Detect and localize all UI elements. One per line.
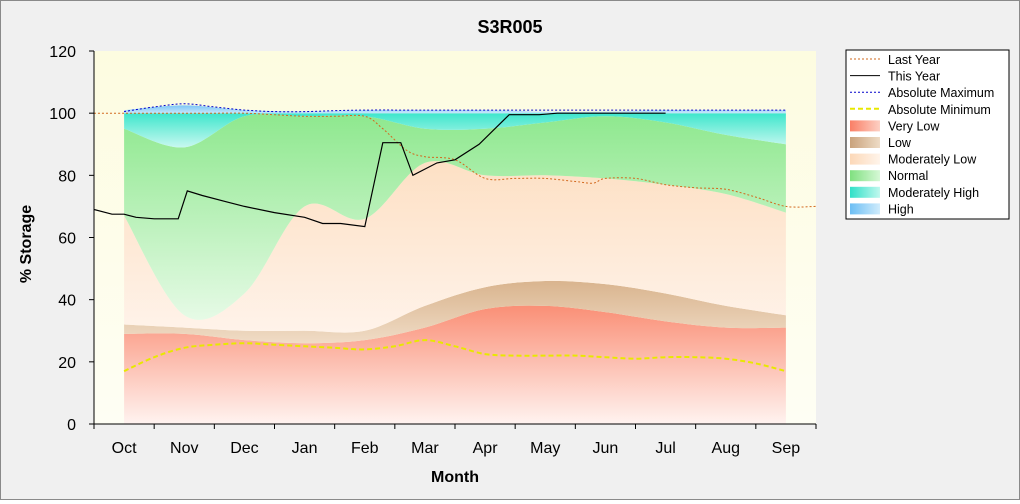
y-tick-label: 20: [58, 355, 76, 372]
legend-swatch-moderately-high: [850, 186, 880, 198]
legend-label-absolute-minimum: Absolute Minimum: [888, 103, 991, 117]
y-tick-label: 0: [67, 417, 76, 434]
x-tick-label: Oct: [112, 440, 137, 457]
x-tick-label: Jul: [655, 440, 675, 457]
series-absolute-maximum: [124, 103, 786, 113]
legend-label-this-year: This Year: [888, 70, 940, 84]
x-axis-label: Month: [431, 469, 479, 486]
series-this-year: [94, 112, 666, 228]
legend-label-absolute-maximum: Absolute Maximum: [888, 86, 994, 100]
y-tick-label: 120: [49, 44, 76, 61]
legend-label-low: Low: [888, 136, 912, 150]
x-tick-label: Nov: [170, 440, 198, 457]
legend-swatch-low: [850, 137, 880, 148]
x-tick-label: Sep: [772, 440, 801, 457]
x-axis-ticks: Oct Nov Dec Jan Feb Mar Apr May Jun Jul Aug Sep: [93, 424, 817, 457]
x-tick-label: Mar: [411, 440, 439, 457]
band-moderately-high: [124, 113, 786, 148]
x-tick-label: Feb: [351, 440, 379, 457]
band-low: [124, 280, 786, 344]
legend-label-high: High: [888, 202, 914, 216]
band-normal: [124, 113, 786, 320]
x-tick-label: Jun: [593, 440, 619, 457]
legend-label-normal: Normal: [888, 169, 928, 183]
x-tick-label: Jan: [292, 440, 318, 457]
legend-label-moderately-low: Moderately Low: [888, 153, 977, 167]
legend-swatch-high: [850, 203, 880, 215]
series-absolute-minimum: [123, 339, 787, 373]
series-lines: [94, 103, 816, 373]
legend-swatch-normal: [850, 170, 880, 182]
y-tick-label: 40: [58, 293, 76, 310]
series-last-year: [94, 112, 816, 208]
legend: Last Year This Year Absolute Maximum Absolu…: [845, 49, 1010, 220]
chart-title: S3R005: [477, 17, 542, 37]
y-axis-label: % Storage: [18, 205, 35, 283]
y-tick-label: 60: [58, 231, 76, 248]
storage-bands: [124, 105, 786, 424]
legend-label-last-year: Last Year: [888, 53, 940, 67]
x-tick-label: Apr: [473, 440, 499, 457]
legend-swatch-very-low: [850, 120, 880, 132]
y-tick-label: 100: [49, 106, 76, 123]
band-high: [124, 105, 786, 114]
legend-label-moderately-high: Moderately High: [888, 186, 979, 200]
legend-label-very-low: Very Low: [888, 119, 940, 133]
x-tick-label: Dec: [230, 440, 258, 457]
legend-swatch-moderately-low: [850, 153, 880, 165]
y-tick-label: 80: [58, 168, 76, 185]
y-axis-ticks: 0 20 40 60 80 100 120: [49, 44, 94, 434]
band-moderately-low: [124, 161, 786, 333]
x-tick-label: May: [530, 440, 560, 457]
band-very-low: [124, 305, 786, 424]
x-tick-label: Aug: [712, 440, 740, 457]
